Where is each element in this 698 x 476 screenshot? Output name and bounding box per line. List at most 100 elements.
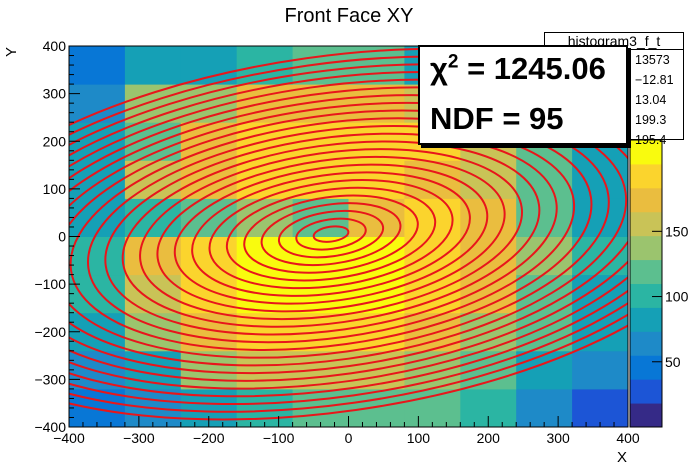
- heatmap-cell: [516, 198, 573, 237]
- fit-contour: [69, 70, 628, 398]
- palette-band: [630, 355, 662, 380]
- fit-contour: [69, 109, 610, 359]
- fit-contour: [295, 217, 367, 251]
- chi2-exponent: 2: [447, 51, 459, 73]
- y-tick-label: 100: [43, 181, 67, 197]
- stats-mean-y: 13.04: [635, 93, 667, 107]
- heatmap-cell: [460, 274, 517, 314]
- palette-band: [630, 140, 662, 165]
- fit-contour: [208, 179, 454, 290]
- x-tick-label: 200: [477, 430, 501, 446]
- heatmap-cell: [404, 388, 461, 428]
- fit-contour: [69, 94, 628, 375]
- y-tick-label: 300: [43, 86, 67, 102]
- x-tick-label: −100: [263, 430, 295, 446]
- heatmap-cell: [460, 198, 517, 237]
- palette-tick-label: 150: [665, 223, 689, 239]
- y-axis-label: Y: [3, 47, 20, 57]
- heatmap-cells: [69, 46, 629, 428]
- heatmap-cell: [460, 236, 517, 276]
- fit-contour: [277, 209, 385, 259]
- palette-band: [630, 307, 662, 332]
- x-axis-label: X: [617, 449, 627, 466]
- stats-box-values: 13573 −12.81 13.04 199.3 195.4: [630, 50, 684, 147]
- fit-contour: [191, 171, 471, 297]
- heatmap-cell: [69, 84, 126, 123]
- palette-tick-label: 50: [665, 354, 681, 370]
- palette-band: [630, 187, 662, 213]
- fit-contour: [69, 86, 628, 382]
- heatmap-cell: [69, 160, 126, 199]
- stats-mean-x: −12.81: [635, 73, 674, 87]
- heatmap-cell: [124, 274, 182, 314]
- heatmap-cell: [572, 160, 629, 199]
- palette-band: [630, 331, 662, 356]
- heatmap-cell: [404, 236, 461, 276]
- fit-contour: [69, 55, 628, 413]
- palette-band: [630, 259, 662, 284]
- palette-border: [629, 139, 663, 428]
- stats-std-x: 199.3: [635, 113, 667, 127]
- x-tick-label: 0: [345, 430, 353, 446]
- heatmap-cell: [69, 236, 126, 276]
- stats-entries: 13573: [635, 53, 670, 67]
- palette-band: [630, 211, 662, 237]
- fit-contour: [69, 101, 628, 367]
- heatmap-cell: [572, 388, 629, 428]
- fit-contour: [69, 63, 628, 406]
- x-tick-label: 100: [407, 430, 431, 446]
- x-tick-label: 400: [616, 430, 640, 446]
- palette-band: [630, 235, 662, 261]
- palette-band: [630, 379, 662, 404]
- fit-contour: [121, 140, 541, 328]
- x-tick-label: 300: [546, 430, 570, 446]
- fit-contour: [86, 125, 576, 344]
- fit-contour: [139, 148, 523, 321]
- fit-contour: [104, 132, 558, 336]
- palette-band: [630, 283, 662, 308]
- y-tick-label: −100: [34, 276, 66, 292]
- fit-contour: [156, 155, 506, 313]
- chi2-symbol: χ: [430, 51, 448, 86]
- x-tick-label: −300: [123, 430, 155, 446]
- axes: −400−400 −300 −300 −200 −200 −100 −100 0 0 100 100…: [34, 38, 639, 446]
- fit-contour: [243, 194, 419, 274]
- heatmap-cell: [124, 46, 182, 85]
- chi2-value: = 1245.06: [467, 51, 606, 86]
- heatmap-cell: [236, 236, 294, 276]
- color-palette-axis: 50 100 150: [629, 139, 689, 428]
- ndf-line: NDF = 95: [430, 101, 564, 136]
- palette-band: [630, 403, 662, 428]
- heatmap-cell: [572, 274, 629, 314]
- heatmap-cell: [124, 198, 182, 237]
- x-tick-label: −200: [193, 430, 225, 446]
- fit-contour: [69, 78, 628, 390]
- chi2-line: χ2 = 1245.06: [430, 51, 606, 87]
- fit-contour: [260, 202, 402, 267]
- fit-contour: [312, 225, 350, 243]
- heatmap-cell: [516, 388, 573, 428]
- stats-std-y: 195.4: [635, 133, 667, 147]
- y-tick-label: 400: [43, 38, 67, 54]
- heatmap-cell: [180, 46, 238, 85]
- heatmap-cell: [69, 46, 126, 85]
- heatmap-cell: [572, 350, 629, 390]
- heatmap-cell: [124, 160, 182, 199]
- fit-contour: [173, 163, 489, 305]
- x-tick-label: −400: [53, 430, 85, 446]
- palette-tick-label: 100: [665, 289, 689, 305]
- y-tick-label: −400: [34, 419, 66, 435]
- y-tick-label: 200: [43, 133, 67, 149]
- y-tick-label: −200: [34, 324, 66, 340]
- heatmap-cell: [124, 236, 182, 276]
- fit-results-box: χ2 = 1245.06 NDF = 95: [418, 45, 628, 145]
- palette-band: [630, 163, 662, 189]
- y-tick-label: 0: [58, 229, 66, 245]
- chart-title: Front Face XY: [284, 5, 414, 27]
- y-tick-label: −300: [34, 371, 66, 387]
- fit-contour: [225, 186, 437, 282]
